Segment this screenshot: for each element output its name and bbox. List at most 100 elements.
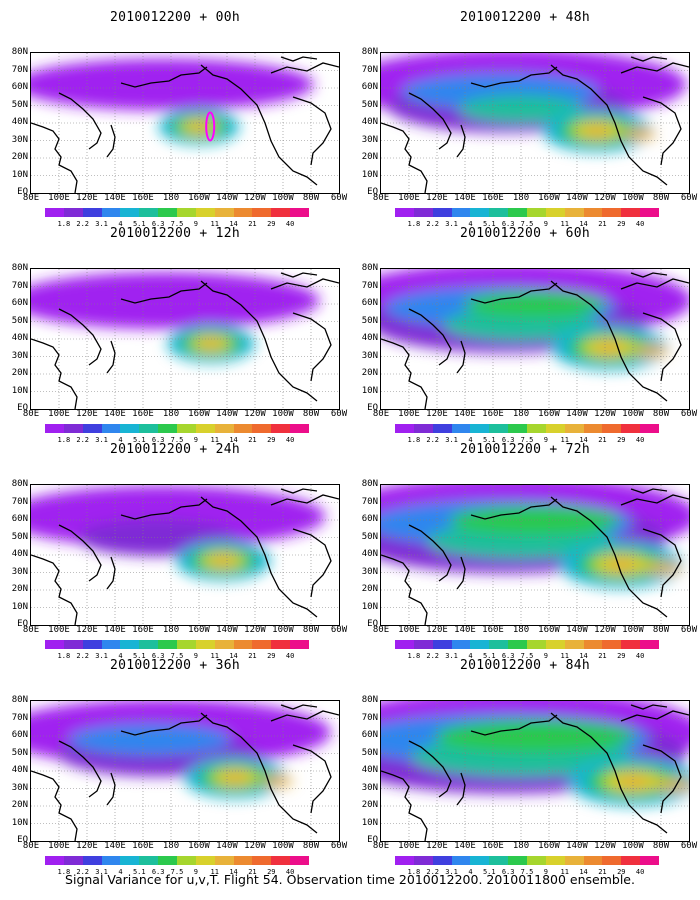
longitude-tick-label: 60W [330,409,348,419]
longitude-tick-label: 140E [104,193,126,203]
colorbar-segment [139,424,159,433]
longitude-tick-label: 140E [454,409,476,419]
colorbar-segment [158,640,178,649]
coastline [31,122,78,193]
longitude-tick-label: 80W [302,841,320,851]
colorbar-segment [214,856,234,865]
colorbar-segment [120,208,140,217]
colorbar-segment [470,856,490,865]
colorbar-segment [120,424,140,433]
latitude-tick-label: 10N [361,385,378,396]
colorbar-tick-label: 14 [229,652,238,660]
colorbar-segment [101,856,121,865]
colorbar-segment [158,856,178,865]
longitude-tick-label: 100E [48,409,70,419]
colorbar-segment [177,640,196,649]
colorbar-segment [158,208,178,217]
colorbar-segment [252,208,272,217]
colorbar-tick-label: 3.1 [445,436,458,444]
latitude-tick-label: 20N [361,152,378,162]
longitude-tick-label: 60W [680,841,698,851]
colorbar-tick-label: 2.2 [426,652,440,660]
colorbar-tick-label: 5.1 [132,652,146,660]
colorbar-segment [564,208,584,217]
colorbar-tick-label: 2.2 [76,220,90,228]
colorbar-segment [583,856,603,865]
variance-field-low [31,271,320,330]
colorbar-tick-label: 21 [248,436,257,444]
variance-field [68,723,232,756]
map-panel: 2010012200 + 12h EQ 10N 20N 30N 40N 50N 60N 70N 8… [10,226,347,444]
colorbar [395,424,660,434]
colorbar-tick-label: 29 [267,652,276,660]
colorbar-segment [527,640,546,649]
latitude-tick-label: 30N [11,566,28,577]
longitude-tick-label: 140E [104,409,126,419]
longitude-tick-label: 80W [302,409,320,419]
colorbar-segment [508,208,528,217]
colorbar-segment [545,856,565,865]
colorbar-tick-label: 14 [579,220,588,228]
colorbar-tick-label: 3.1 [445,220,458,228]
colorbar-segment [290,856,310,865]
longitude-tick-label: 140E [454,625,476,635]
colorbar-segment [233,424,253,433]
colorbar-segment [214,640,234,649]
colorbar-tick-label: 3.1 [445,868,458,876]
colorbar-tick-label: 40 [635,868,645,876]
latitude-tick-label: 30N [361,782,378,793]
colorbar-segment [158,424,178,433]
latitude-tick-label: 40N [361,333,378,343]
coastline [456,772,466,806]
colorbar-tick-label: 2.2 [426,220,440,228]
colorbar-segment [45,208,64,217]
latitude-tick-label: 70N [11,496,28,507]
colorbar-tick-label: 6.3 [151,868,165,876]
colorbar-tick-label: 5.1 [482,436,496,444]
latitude-tick-label: EQ [367,403,378,413]
variance-maximum-core [261,775,293,787]
colorbar-segment [395,424,414,433]
coastline [642,744,682,814]
colorbar-tick-label: 5.1 [482,868,496,876]
colorbar-tick-label: 1.8 [57,652,71,660]
longitude-tick-label: 160E [482,625,504,635]
coastline [292,96,332,166]
colorbar-tick-label: 1.8 [407,220,421,228]
colorbar-tick-label: 14 [229,436,238,444]
longitude-tick-label: 140E [104,625,126,635]
latitude-tick-label: 70N [361,496,378,507]
coastline [120,498,208,520]
longitude-tick-label: 80W [652,625,670,635]
variance-map [380,484,690,626]
colorbar-segment [621,424,641,433]
coastline [58,308,102,366]
colorbar-segment [432,856,452,865]
longitude-tick-label: 100W [272,193,294,203]
colorbar-tick-label: 7.5 [170,868,184,876]
longitude-tick-label: 160W [538,193,560,203]
latitude-tick-label: 20N [11,800,28,810]
latitude-tick-label: EQ [17,187,28,197]
colorbar-tick-label: 3.1 [95,652,108,660]
colorbar-segment [195,208,215,217]
longitude-tick-label: 160E [132,409,154,419]
variance-maximum-core [622,128,656,140]
variance-maximum-core [211,554,235,567]
longitude-tick-label: 80E [22,409,40,419]
colorbar-segment [45,640,64,649]
latitude-tick-label: 40N [11,765,28,775]
colorbar-segment [139,640,159,649]
panel-title: 2010012200 + 48h [459,10,591,25]
coastline [470,282,558,304]
coastline [408,740,452,798]
colorbar-tick-label: 4 [468,652,473,660]
longitude-tick-label: 120E [76,193,98,203]
colorbar-tick-label: 40 [635,652,645,660]
coastline [58,740,102,798]
colorbar-tick-label: 11 [560,652,569,660]
latitude-tick-label: 60N [361,514,378,524]
colorbar-segment [271,856,291,865]
longitude-tick-label: 160W [188,841,210,851]
colorbar-tick-label: 7.5 [520,868,534,876]
